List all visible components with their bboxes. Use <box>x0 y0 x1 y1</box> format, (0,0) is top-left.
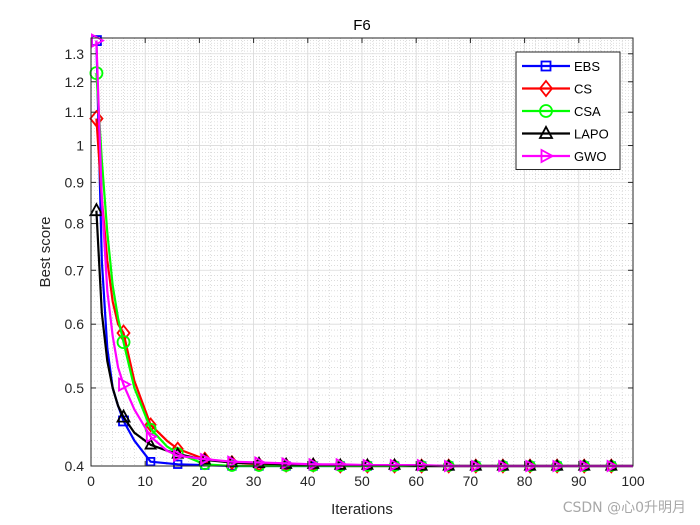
data-point-cs <box>89 109 104 128</box>
watermark: CSDN @心0升明月 <box>562 500 686 516</box>
legend-label-cs: CS <box>574 82 592 97</box>
x-tick-label: 40 <box>300 473 316 489</box>
x-tick-label: 80 <box>517 473 533 489</box>
legend-label-lapo: LAPO <box>574 127 609 142</box>
data-point-ebs <box>145 457 156 467</box>
data-point-lapo <box>88 202 104 217</box>
x-tick-labels: 0 10 20 30 40 50 60 70 80 90 100 <box>87 473 645 489</box>
x-tick-label: 0 <box>87 473 95 489</box>
y-tick-label: 0.4 <box>65 458 85 474</box>
legend-marker-ebs <box>540 60 552 72</box>
y-tick-labels: 0.4 0.5 0.6 0.7 0.8 0.9 1 1.1 1.2 1.3 <box>65 46 85 474</box>
y-tick-label: 0.7 <box>65 262 85 278</box>
data-point-gwo <box>362 458 375 472</box>
chart-title: F6 <box>353 17 371 34</box>
legend-item-gwo: GWO <box>522 148 607 164</box>
data-point-gwo <box>308 457 321 471</box>
legend-marker-lapo <box>538 125 554 139</box>
y-tick-label: 0.9 <box>65 174 85 190</box>
legend-marker-cs <box>538 79 554 98</box>
x-axis-title: Iterations <box>331 501 393 518</box>
x-tick-label: 20 <box>192 473 208 489</box>
y-axis-title: Best score <box>37 217 54 288</box>
data-point-lapo <box>116 408 132 423</box>
legend: EBS CS CSA LAPO GWO <box>515 51 621 170</box>
x-tick-label: 100 <box>621 473 645 489</box>
x-tick-label: 10 <box>137 473 153 489</box>
tick-marks <box>90 38 634 467</box>
data-point-gwo <box>200 452 213 466</box>
data-point-gwo <box>118 376 133 392</box>
legend-label-gwo: GWO <box>574 149 607 164</box>
data-point-gwo <box>416 458 430 472</box>
legend-label-ebs: EBS <box>574 59 600 74</box>
y-tick-label: 1.3 <box>65 46 85 62</box>
legend-marker-gwo <box>540 148 555 164</box>
x-tick-label: 30 <box>246 473 262 489</box>
legend-label-csa: CSA <box>574 104 601 119</box>
y-tick-label: 0.6 <box>65 316 85 332</box>
data-point-ebs <box>173 459 183 469</box>
legend-item-csa: CSA <box>522 104 601 119</box>
y-tick-label: 1 <box>76 138 84 154</box>
legend-marker-csa <box>539 104 553 118</box>
data-point-gwo <box>335 457 348 471</box>
data-point-gwo <box>227 455 240 469</box>
data-point-csa <box>116 335 131 350</box>
data-point-gwo <box>145 430 159 444</box>
x-tick-label: 50 <box>354 473 370 489</box>
x-tick-label: 60 <box>408 473 424 489</box>
y-tick-label: 0.5 <box>65 380 85 396</box>
legend-item-lapo: LAPO <box>522 125 609 142</box>
data-point-lapo <box>144 437 158 450</box>
x-tick-label: 90 <box>571 473 587 489</box>
legend-item-ebs: EBS <box>522 59 600 74</box>
x-tick-label: 70 <box>463 473 479 489</box>
legend-item-cs: CS <box>522 79 592 98</box>
y-tick-label: 1.1 <box>65 104 85 120</box>
y-tick-label: 0.8 <box>65 216 85 232</box>
data-point-gwo <box>173 449 186 463</box>
data-point-gwo <box>254 456 267 470</box>
y-tick-label: 1.2 <box>65 74 85 90</box>
data-point-gwo <box>389 458 402 472</box>
